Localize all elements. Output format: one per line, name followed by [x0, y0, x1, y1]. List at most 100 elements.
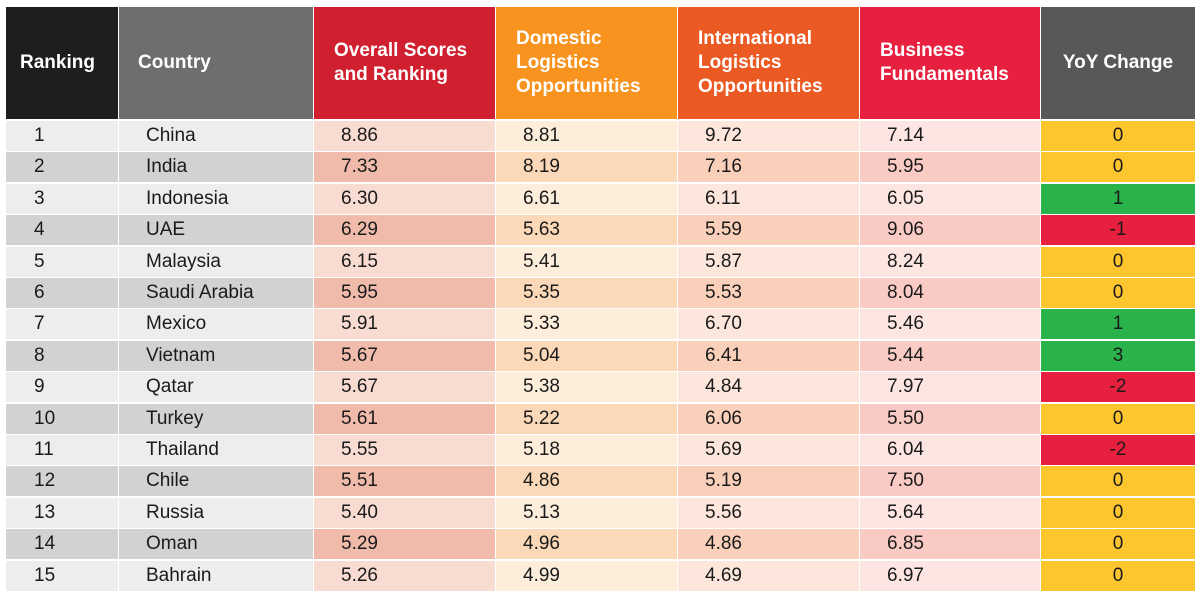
cell-overall: 7.33	[314, 152, 495, 183]
header-yoy: YoY Change	[1041, 7, 1195, 119]
header-overall: Overall Scores and Ranking	[314, 7, 495, 119]
cell-country: Thailand	[119, 435, 313, 465]
cell-business: 5.50	[860, 403, 1040, 434]
cell-yoy: 0	[1041, 497, 1195, 528]
cell-domestic: 5.35	[496, 278, 677, 308]
cell-country: Chile	[119, 466, 313, 497]
cell-international: 5.87	[678, 246, 859, 277]
cell-international: 6.11	[678, 183, 859, 214]
cell-rank: 10	[6, 403, 118, 434]
cell-country: Russia	[119, 497, 313, 528]
cell-international: 5.69	[678, 435, 859, 465]
cell-overall: 5.95	[314, 278, 495, 308]
cell-yoy: 0	[1041, 466, 1195, 497]
cell-overall: 5.55	[314, 435, 495, 465]
cell-international: 4.69	[678, 560, 859, 591]
cell-business: 7.14	[860, 121, 1040, 151]
cell-international: 5.53	[678, 278, 859, 308]
cell-yoy: -2	[1041, 435, 1195, 465]
cell-overall: 5.40	[314, 497, 495, 528]
cell-international: 6.06	[678, 403, 859, 434]
cell-rank: 6	[6, 278, 118, 308]
cell-international: 7.16	[678, 152, 859, 183]
cell-overall: 5.29	[314, 529, 495, 560]
cell-overall: 5.61	[314, 403, 495, 434]
cell-country: Oman	[119, 529, 313, 560]
cell-international: 4.86	[678, 529, 859, 560]
cell-rank: 4	[6, 215, 118, 246]
header-country: Country	[119, 7, 313, 119]
cell-country: Qatar	[119, 372, 313, 403]
cell-yoy: 0	[1041, 152, 1195, 183]
cell-rank: 8	[6, 340, 118, 371]
cell-country: India	[119, 152, 313, 183]
cell-international: 9.72	[678, 121, 859, 151]
cell-yoy: -2	[1041, 372, 1195, 403]
cell-country: China	[119, 121, 313, 151]
cell-business: 5.64	[860, 497, 1040, 528]
cell-country: Malaysia	[119, 246, 313, 277]
cell-country: Bahrain	[119, 560, 313, 591]
cell-overall: 8.86	[314, 121, 495, 151]
cell-domestic: 8.81	[496, 121, 677, 151]
cell-international: 5.19	[678, 466, 859, 497]
cell-international: 6.41	[678, 340, 859, 371]
cell-rank: 9	[6, 372, 118, 403]
cell-business: 6.05	[860, 183, 1040, 214]
header-business: Business Fundamentals	[860, 7, 1040, 119]
cell-overall: 5.67	[314, 372, 495, 403]
cell-domestic: 4.86	[496, 466, 677, 497]
cell-business: 7.50	[860, 466, 1040, 497]
cell-domestic: 8.19	[496, 152, 677, 183]
header-rank: Ranking	[6, 7, 118, 119]
cell-rank: 15	[6, 560, 118, 591]
cell-rank: 14	[6, 529, 118, 560]
cell-rank: 3	[6, 183, 118, 214]
cell-business: 5.95	[860, 152, 1040, 183]
cell-business: 8.04	[860, 278, 1040, 308]
cell-yoy: -1	[1041, 215, 1195, 246]
cell-international: 4.84	[678, 372, 859, 403]
cell-business: 5.44	[860, 340, 1040, 371]
cell-rank: 13	[6, 497, 118, 528]
cell-country: Indonesia	[119, 183, 313, 214]
cell-business: 8.24	[860, 246, 1040, 277]
cell-rank: 1	[6, 121, 118, 151]
cell-domestic: 5.13	[496, 497, 677, 528]
cell-yoy: 0	[1041, 121, 1195, 151]
cell-yoy: 1	[1041, 183, 1195, 214]
cell-domestic: 5.22	[496, 403, 677, 434]
cell-yoy: 0	[1041, 560, 1195, 591]
cell-country: Saudi Arabia	[119, 278, 313, 308]
cell-rank: 11	[6, 435, 118, 465]
cell-overall: 6.29	[314, 215, 495, 246]
cell-domestic: 5.41	[496, 246, 677, 277]
cell-country: Turkey	[119, 403, 313, 434]
cell-yoy: 0	[1041, 278, 1195, 308]
cell-domestic: 4.96	[496, 529, 677, 560]
cell-rank: 7	[6, 309, 118, 340]
cell-country: Mexico	[119, 309, 313, 340]
cell-rank: 2	[6, 152, 118, 183]
header-international: International Logistics Opportunities	[678, 7, 859, 119]
cell-international: 5.56	[678, 497, 859, 528]
cell-overall: 5.51	[314, 466, 495, 497]
cell-domestic: 4.99	[496, 560, 677, 591]
header-domestic: Domestic Logistics Opportunities	[496, 7, 677, 119]
cell-country: UAE	[119, 215, 313, 246]
cell-business: 6.85	[860, 529, 1040, 560]
cell-domestic: 5.18	[496, 435, 677, 465]
cell-business: 5.46	[860, 309, 1040, 340]
cell-business: 6.97	[860, 560, 1040, 591]
cell-overall: 5.26	[314, 560, 495, 591]
cell-yoy: 3	[1041, 340, 1195, 371]
cell-domestic: 5.04	[496, 340, 677, 371]
cell-rank: 5	[6, 246, 118, 277]
cell-overall: 6.30	[314, 183, 495, 214]
cell-overall: 5.91	[314, 309, 495, 340]
cell-yoy: 0	[1041, 403, 1195, 434]
cell-yoy: 0	[1041, 246, 1195, 277]
cell-country: Vietnam	[119, 340, 313, 371]
cell-domestic: 5.63	[496, 215, 677, 246]
